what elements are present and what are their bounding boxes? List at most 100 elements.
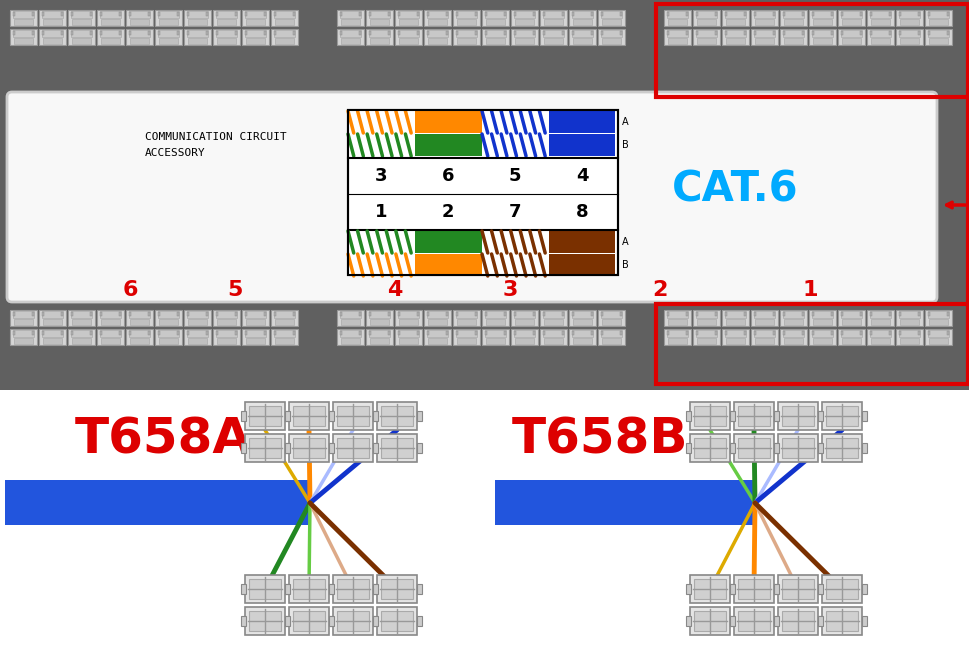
Text: A: A bbox=[621, 237, 628, 247]
Bar bbox=[417, 616, 422, 626]
Text: 4: 4 bbox=[576, 167, 587, 185]
Bar bbox=[373, 584, 378, 594]
Bar bbox=[897, 11, 920, 18]
Bar bbox=[597, 329, 624, 345]
Bar bbox=[484, 312, 486, 316]
Bar bbox=[485, 38, 505, 44]
Bar bbox=[348, 110, 617, 275]
Bar bbox=[695, 311, 716, 318]
Bar bbox=[394, 10, 422, 26]
Bar bbox=[97, 10, 124, 26]
Bar bbox=[600, 11, 622, 18]
Bar bbox=[456, 38, 476, 44]
Bar bbox=[482, 29, 509, 45]
Bar bbox=[240, 411, 246, 421]
Bar bbox=[753, 30, 774, 37]
Bar bbox=[186, 13, 189, 17]
Bar bbox=[947, 31, 949, 35]
Bar bbox=[186, 330, 208, 337]
Bar bbox=[397, 312, 399, 316]
Bar bbox=[249, 579, 281, 599]
Bar bbox=[369, 338, 389, 344]
Bar bbox=[129, 11, 150, 18]
Bar bbox=[840, 312, 842, 316]
Bar bbox=[808, 10, 835, 26]
Bar bbox=[602, 338, 620, 344]
Bar bbox=[540, 329, 567, 345]
Bar bbox=[830, 332, 832, 335]
Bar bbox=[782, 30, 803, 37]
Bar bbox=[484, 11, 506, 18]
Bar bbox=[289, 607, 328, 635]
Bar bbox=[782, 330, 803, 337]
Bar bbox=[899, 19, 918, 25]
Bar bbox=[188, 319, 206, 325]
Bar bbox=[186, 311, 208, 318]
Bar bbox=[241, 310, 268, 326]
Bar bbox=[562, 332, 564, 335]
Bar bbox=[186, 332, 189, 335]
Bar bbox=[817, 616, 822, 626]
Bar bbox=[693, 611, 725, 631]
Bar bbox=[897, 330, 920, 337]
Bar bbox=[841, 19, 860, 25]
Bar bbox=[686, 31, 688, 35]
Bar bbox=[737, 438, 769, 458]
Bar bbox=[812, 319, 831, 325]
Bar bbox=[668, 38, 686, 44]
Bar bbox=[71, 330, 92, 337]
Bar bbox=[148, 332, 150, 335]
Bar bbox=[591, 13, 593, 17]
Bar bbox=[808, 329, 835, 345]
Bar bbox=[129, 13, 131, 17]
Bar bbox=[686, 332, 688, 335]
Bar bbox=[897, 332, 900, 335]
Bar bbox=[573, 19, 591, 25]
Bar bbox=[341, 38, 359, 44]
Bar bbox=[666, 13, 668, 17]
Bar bbox=[837, 310, 864, 326]
Bar bbox=[381, 406, 413, 426]
Bar bbox=[801, 312, 803, 316]
Bar bbox=[126, 310, 153, 326]
Bar bbox=[13, 11, 34, 18]
Bar bbox=[453, 29, 480, 45]
Bar bbox=[695, 332, 697, 335]
Bar bbox=[148, 31, 150, 35]
Bar bbox=[341, 338, 359, 344]
Bar bbox=[811, 31, 813, 35]
Bar bbox=[724, 332, 726, 335]
Bar bbox=[619, 312, 622, 316]
Bar bbox=[126, 329, 153, 345]
Bar bbox=[426, 332, 428, 335]
Bar bbox=[754, 19, 773, 25]
Bar bbox=[273, 311, 295, 318]
Bar bbox=[328, 411, 333, 421]
Text: CAT.6: CAT.6 bbox=[671, 169, 797, 211]
Bar bbox=[159, 19, 177, 25]
Bar bbox=[721, 329, 748, 345]
Bar bbox=[90, 312, 92, 316]
Bar bbox=[14, 19, 33, 25]
Bar bbox=[542, 30, 564, 37]
Bar bbox=[423, 310, 451, 326]
Bar bbox=[773, 584, 778, 594]
Bar bbox=[602, 19, 620, 25]
Text: 7: 7 bbox=[508, 203, 520, 221]
Bar bbox=[743, 312, 745, 316]
Bar bbox=[655, 304, 967, 384]
Bar bbox=[602, 319, 620, 325]
Bar bbox=[39, 29, 66, 45]
Bar bbox=[861, 616, 866, 626]
Bar bbox=[724, 330, 745, 337]
Bar bbox=[244, 11, 266, 18]
Bar bbox=[783, 38, 802, 44]
Bar bbox=[918, 332, 920, 335]
Bar bbox=[482, 111, 548, 133]
Bar bbox=[130, 338, 149, 344]
Bar bbox=[773, 616, 778, 626]
Bar bbox=[206, 332, 208, 335]
Bar bbox=[13, 312, 15, 316]
Bar bbox=[293, 579, 325, 599]
Bar bbox=[571, 312, 573, 316]
